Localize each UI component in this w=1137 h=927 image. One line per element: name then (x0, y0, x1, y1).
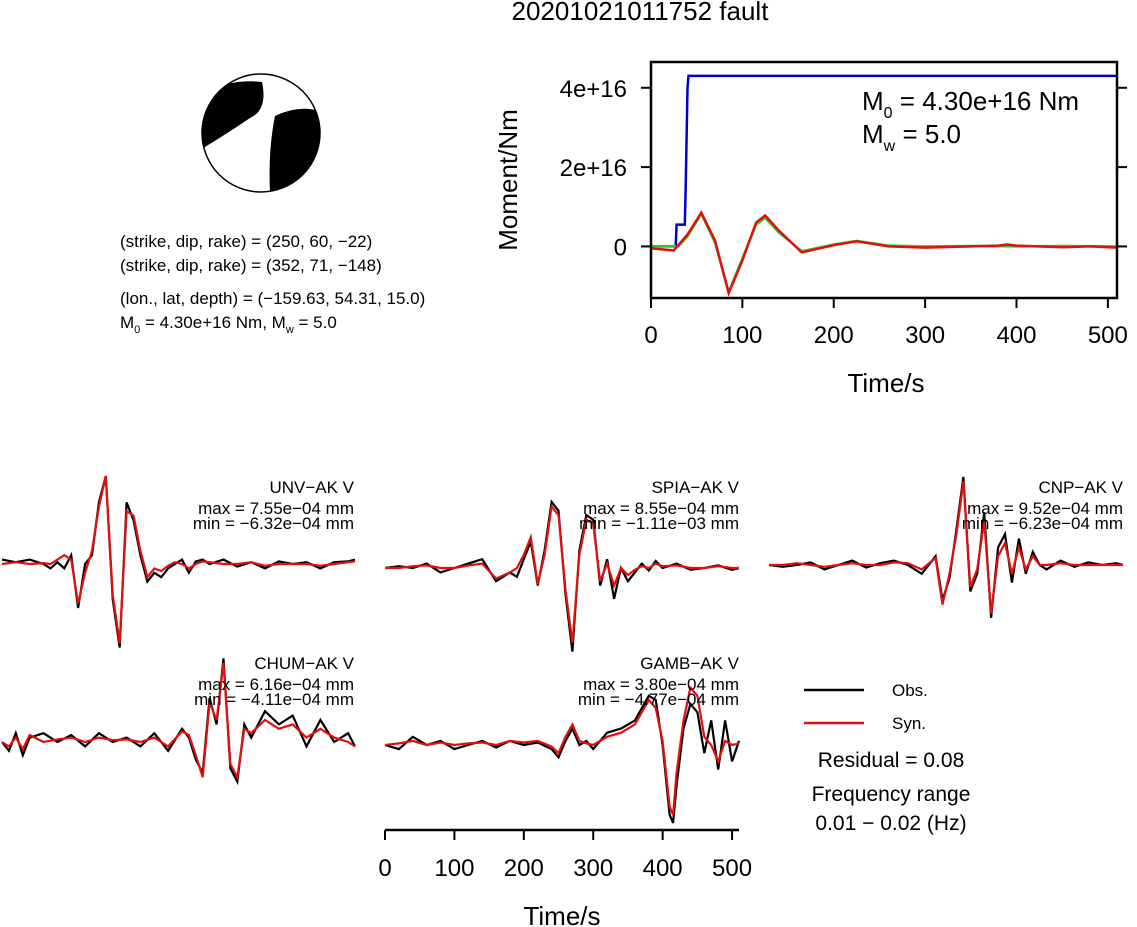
stf-synthetic-red (650, 210, 1118, 298)
station-max: max = 6.16e−04 mm (198, 675, 354, 694)
moment-xtick-label: 200 (814, 322, 854, 349)
focal-mechanism-beachball (201, 73, 321, 193)
station-min: min = −4.77e−04 mm (578, 690, 739, 709)
waveform-xtick-label: 100 (434, 855, 474, 882)
station-min: min = −6.23e−04 mm (962, 514, 1123, 533)
stf-synthetic-green (651, 211, 1118, 296)
moment-xtick-label: 0 (644, 322, 657, 349)
figure-title: 20201021011752 fault (512, 0, 770, 26)
station-name: CNP−AK V (1038, 478, 1123, 497)
mechanism-info: (strike, dip, rake) = (250, 60, −22) (st… (120, 232, 425, 336)
nodal-plane-2: (strike, dip, rake) = (352, 71, −148) (120, 256, 382, 275)
legend: Obs. Syn. (804, 681, 928, 733)
frequency-range-label: Frequency range (812, 783, 971, 806)
nodal-plane-1: (strike, dip, rake) = (250, 60, −22) (120, 232, 372, 251)
synthetic-trace (385, 503, 739, 643)
moment-curve (651, 74, 1117, 248)
moment-plot-frame (649, 60, 1119, 300)
legend-syn-label: Syn. (892, 714, 926, 733)
moment-line: M0 = 4.30e+16 Nm, Mw = 5.0 (120, 313, 337, 336)
waveform-xtick-label: 400 (643, 855, 683, 882)
waveform-time-axis: 0 100 200 300 400 500 Time/s (378, 828, 752, 927)
waveform-xtick-label: 0 (378, 855, 391, 882)
station-max: max = 7.55e−04 mm (198, 499, 354, 518)
station-min: min = −1.11e−03 mm (579, 514, 739, 533)
station-max: max = 3.80e−04 mm (583, 675, 739, 694)
waveform-xtick-label: 500 (712, 855, 752, 882)
waveform-xtick-label: 300 (573, 855, 613, 882)
moment-xtick-label: 500 (1088, 322, 1128, 349)
stf-m0-annotation: M0 = 4.30e+16 Nm (862, 86, 1079, 122)
station-min: min = −4.11e−04 mm (194, 690, 354, 709)
moment-ytick-label: 0 (614, 234, 627, 261)
compressional-quadrant-left (202, 81, 264, 150)
moment-ytick-label: 2e+16 (560, 155, 627, 182)
station-name: CHUM−AK V (254, 654, 354, 673)
frequency-range-value: 0.01 − 0.02 (Hz) (815, 812, 966, 835)
station-min: min = −6.32e−04 mm (193, 514, 354, 533)
station-max: max = 9.52e−04 mm (967, 499, 1123, 518)
synthetic-trace (769, 481, 1123, 614)
moment-xtick-label: 400 (996, 322, 1036, 349)
moment-plot: 0 100 200 300 400 500 0 2e+16 4e+16 Time/s Mome… (493, 60, 1128, 398)
observed-trace (768, 476, 1124, 618)
moment-plot-xlabel: Time/s (847, 368, 924, 398)
moment-xtick-label: 300 (905, 322, 945, 349)
moment-ytick-label: 4e+16 (560, 76, 627, 103)
legend-obs-label: Obs. (892, 681, 928, 700)
residual-value: Residual = 0.08 (818, 749, 965, 772)
hypocenter-line: (lon., lat, depth) = (−159.63, 54.31, 15… (120, 289, 425, 308)
observed-trace (1, 658, 356, 786)
station-max: max = 8.55e−04 mm (583, 499, 739, 518)
station-name: GAMB−AK V (640, 654, 739, 673)
station-name: SPIA−AK V (652, 478, 740, 497)
moment-xtick-label: 100 (722, 322, 762, 349)
stf-mw-annotation: Mw = 5.0 (862, 119, 961, 155)
waveform-xlabel: Time/s (523, 901, 600, 927)
synthetic-trace (1, 662, 356, 781)
moment-plot-ylabel: Moment/Nm (493, 109, 523, 251)
observed-trace (384, 694, 741, 824)
waveform-xtick-label: 200 (504, 855, 544, 882)
synthetic-trace (384, 685, 740, 816)
compressional-quadrant-right (269, 108, 320, 192)
station-name: UNV−AK V (269, 478, 354, 497)
synthetic-trace (1, 475, 356, 644)
